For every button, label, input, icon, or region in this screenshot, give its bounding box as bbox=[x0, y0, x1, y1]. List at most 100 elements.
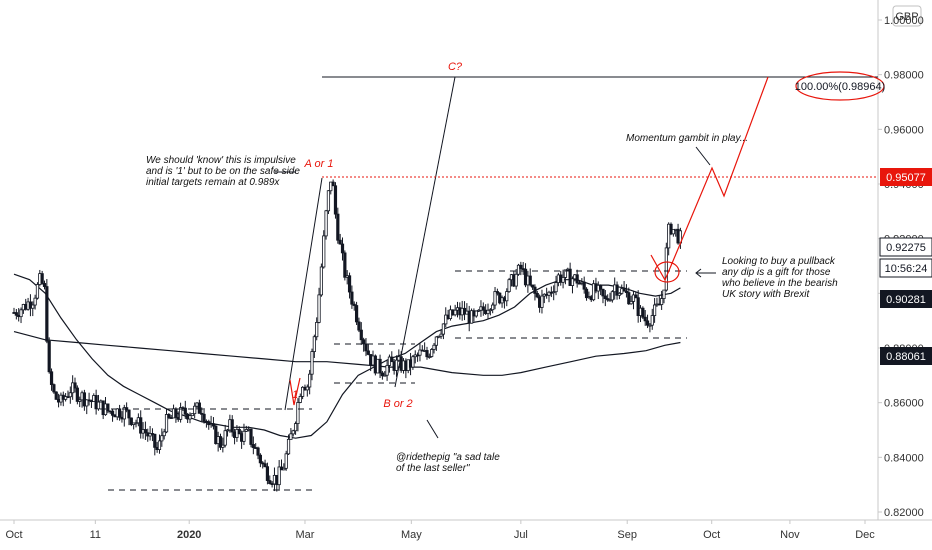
candle-body bbox=[251, 444, 255, 448]
target-circle bbox=[795, 71, 885, 101]
candle-body bbox=[439, 333, 443, 337]
candle-body bbox=[552, 291, 556, 294]
level-price-value: 0.92275 bbox=[886, 242, 926, 254]
level-ma-long-value: 0.88061 bbox=[886, 351, 926, 363]
candle-body bbox=[643, 316, 647, 322]
candle-body bbox=[652, 304, 657, 316]
x-tick-label: Oct bbox=[5, 529, 22, 541]
candle-body bbox=[319, 266, 323, 296]
candle-body bbox=[493, 291, 497, 306]
candle-body bbox=[230, 419, 234, 433]
candle-body bbox=[117, 408, 122, 418]
momentum-connector bbox=[695, 146, 711, 166]
candles-layer bbox=[12, 179, 683, 492]
candle-body bbox=[277, 466, 281, 486]
candle-body bbox=[329, 181, 333, 192]
candle-body bbox=[249, 428, 253, 445]
candle-body bbox=[366, 350, 370, 355]
y-tick-label: 0.96000 bbox=[884, 124, 924, 136]
candle-body bbox=[174, 408, 178, 418]
candle-body bbox=[591, 283, 596, 301]
wave-1-label: 1 bbox=[292, 389, 298, 401]
pullback-note-line-2: any dip is a gift for those bbox=[722, 267, 831, 278]
candle-body bbox=[629, 300, 633, 305]
momentum-note: Momentum gambit in play... bbox=[626, 133, 748, 166]
impulse-note-line-1: We should 'know' this is impulsive bbox=[146, 155, 296, 166]
candle-body bbox=[667, 223, 671, 249]
candle-body bbox=[535, 292, 539, 298]
candle-body bbox=[352, 303, 356, 306]
candle-body bbox=[561, 277, 565, 283]
candle-body bbox=[617, 292, 621, 296]
pullback-note-line-1: Looking to buy a pullback bbox=[722, 256, 836, 267]
pullback-note-line-4: UK story with Brexit bbox=[722, 289, 810, 300]
candle-body bbox=[223, 430, 227, 446]
candle-body bbox=[221, 444, 225, 448]
x-tick-label: Nov bbox=[780, 529, 800, 541]
candle-body bbox=[193, 405, 197, 415]
candle-body bbox=[425, 350, 429, 358]
x-tick-label: Jul bbox=[514, 529, 528, 541]
candle-body bbox=[519, 264, 523, 269]
candle-body bbox=[441, 323, 446, 335]
candle-body bbox=[127, 409, 131, 419]
candle-body bbox=[582, 281, 586, 290]
level-a-or-1-value: 0.95077 bbox=[886, 172, 926, 184]
candle-body bbox=[96, 401, 101, 410]
candle-body bbox=[265, 466, 270, 481]
candle-body bbox=[160, 435, 164, 442]
candle-body bbox=[218, 436, 223, 448]
countdown-value: 10:56:24 bbox=[885, 263, 928, 275]
candle-body bbox=[601, 288, 605, 297]
candle-body bbox=[225, 429, 230, 432]
wave-c-line bbox=[394, 76, 456, 388]
candle-body bbox=[491, 304, 495, 311]
candle-body bbox=[197, 402, 201, 414]
candle-body bbox=[432, 344, 436, 350]
candle-body bbox=[85, 399, 89, 407]
candle-body bbox=[530, 284, 535, 288]
candle-body bbox=[19, 309, 23, 318]
candle-body bbox=[237, 429, 241, 435]
candle-body bbox=[533, 286, 537, 294]
pullback-note: Looking to buy a pullback any dip is a g… bbox=[695, 256, 838, 300]
candle-body bbox=[362, 339, 366, 345]
x-tick-label: Dec bbox=[855, 529, 875, 541]
candle-body bbox=[641, 307, 645, 318]
candle-body bbox=[627, 292, 631, 305]
candle-body bbox=[394, 359, 399, 371]
candle-body bbox=[14, 312, 18, 316]
candle-body bbox=[202, 413, 206, 422]
candle-body bbox=[268, 480, 272, 484]
y-tick-label: 0.98000 bbox=[884, 70, 924, 82]
candle-body bbox=[301, 386, 305, 397]
dashed-levels bbox=[100, 270, 687, 491]
candle-body bbox=[291, 430, 295, 435]
candle-body bbox=[636, 297, 640, 316]
small-pullback bbox=[289, 377, 301, 406]
candle-body bbox=[68, 392, 72, 398]
candle-body bbox=[190, 413, 194, 417]
candle-body bbox=[33, 297, 37, 306]
candle-body bbox=[47, 340, 51, 373]
candle-body bbox=[162, 431, 166, 437]
candle-body bbox=[631, 294, 636, 302]
y-tick-label: 0.82000 bbox=[884, 507, 924, 519]
candle-body bbox=[333, 185, 338, 215]
level-price-box: 0.92275 bbox=[879, 237, 932, 257]
candle-body bbox=[437, 335, 441, 338]
pullback-arrow-icon bbox=[695, 268, 716, 278]
currency-badge[interactable]: GBP bbox=[892, 5, 922, 27]
y-tick-label: 1.00000 bbox=[884, 15, 924, 27]
ridethepig-note-line-2: of the last seller" bbox=[396, 463, 470, 474]
candle-body bbox=[540, 295, 544, 308]
candle-body bbox=[477, 309, 481, 312]
x-tick-label: 11 bbox=[90, 529, 101, 541]
candle-body bbox=[312, 336, 316, 352]
candle-body bbox=[671, 228, 675, 235]
candle-body bbox=[662, 289, 666, 299]
candle-body bbox=[378, 358, 382, 374]
candle-body bbox=[570, 278, 575, 286]
candle-body bbox=[336, 213, 340, 241]
